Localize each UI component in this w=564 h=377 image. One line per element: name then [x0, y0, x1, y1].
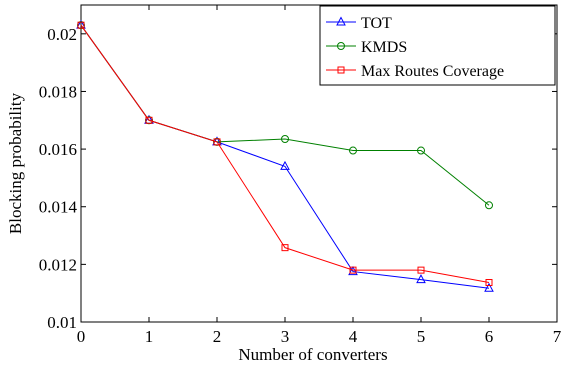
y-tick-label: 0.016	[39, 140, 77, 159]
legend-label: KMDS	[361, 39, 407, 56]
x-tick-label: 5	[417, 327, 426, 346]
x-axis-title: Number of converters	[238, 345, 387, 364]
y-axis-title: Blocking probability	[6, 92, 25, 234]
x-tick-label: 1	[145, 327, 154, 346]
y-tick-label: 0.014	[39, 198, 78, 217]
y-tick-label: 0.01	[47, 313, 77, 332]
x-tick-label: 3	[281, 327, 290, 346]
x-tick-label: 0	[77, 327, 86, 346]
y-tick-label: 0.018	[39, 82, 77, 101]
x-tick-label: 4	[349, 327, 358, 346]
y-tick-label: 0.012	[39, 255, 77, 274]
legend-label: Max Routes Coverage	[361, 63, 504, 80]
y-tick-label: 0.02	[47, 25, 77, 44]
legend-label: TOT	[361, 15, 392, 32]
x-tick-label: 6	[485, 327, 494, 346]
x-tick-label: 7	[553, 327, 562, 346]
x-tick-label: 2	[213, 327, 222, 346]
